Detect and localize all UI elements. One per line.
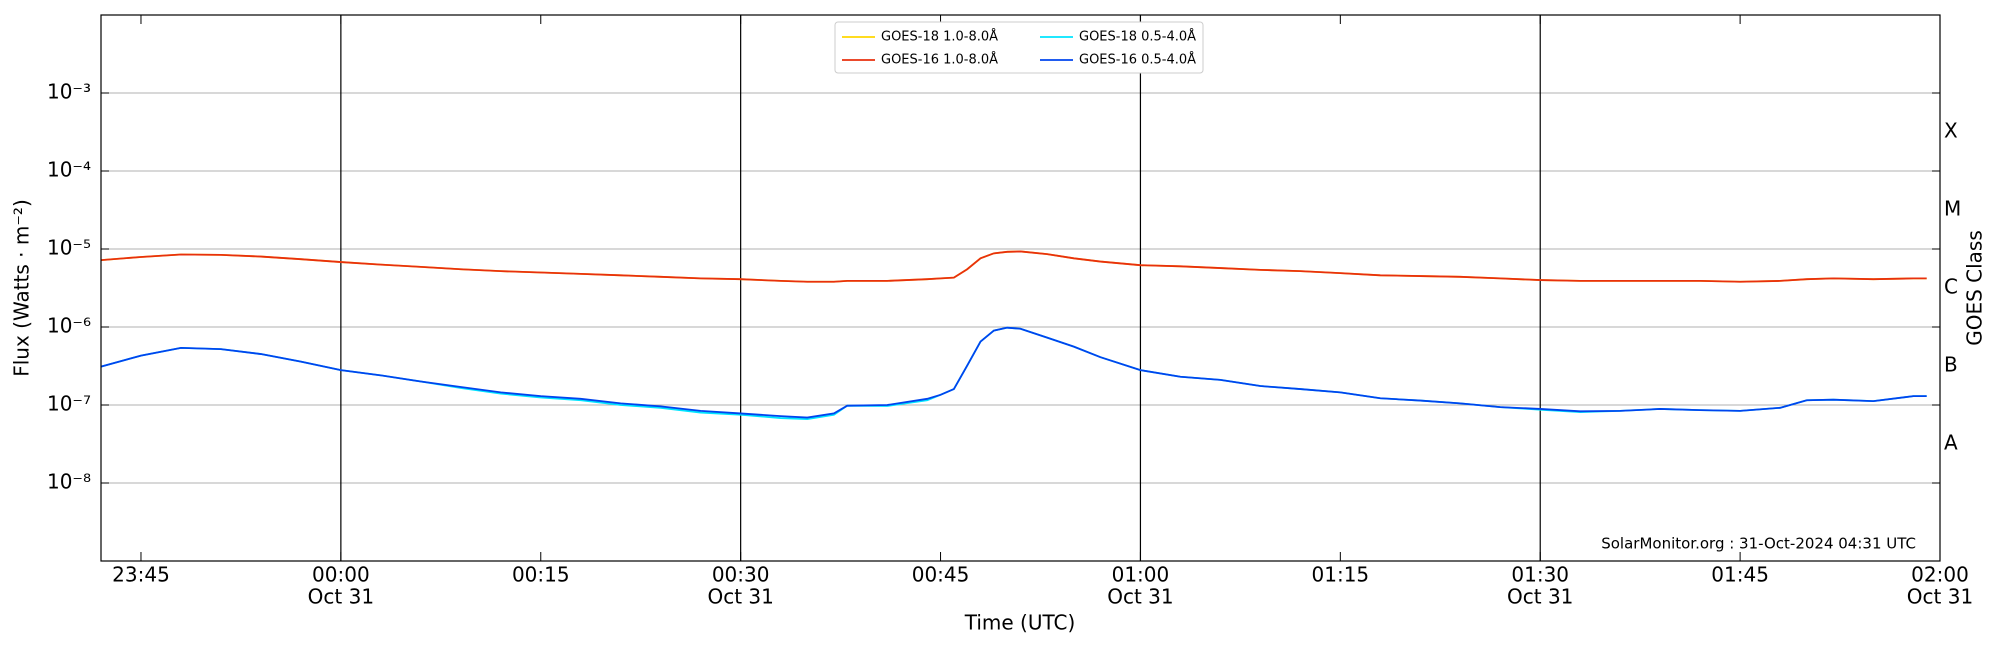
x-tick-label: 01:45 — [1711, 563, 1769, 587]
x-tick-date: Oct 31 — [707, 585, 773, 609]
y-tick-label: 10⁻⁸ — [47, 470, 91, 494]
legend-label: GOES-16 1.0-8.0Å — [881, 52, 998, 68]
y-tick-label: 10⁻⁴ — [47, 158, 91, 182]
x-tick-date: Oct 31 — [1107, 585, 1173, 609]
y2-tick-label: X — [1944, 119, 1958, 143]
x-tick-label: 01:15 — [1312, 563, 1370, 587]
y-tick-label: 10⁻⁷ — [47, 392, 91, 416]
x-tick-label: 00:15 — [512, 563, 570, 587]
legend: GOES-18 1.0-8.0Å GOES-16 1.0-8.0Å GOES-18 … — [834, 21, 1204, 74]
legend-label: GOES-18 0.5-4.0Å — [1079, 29, 1196, 45]
x-axis-label: Time (UTC) — [964, 611, 1076, 635]
x-tick-label: 02:00 — [1911, 563, 1969, 587]
y-tick-label: 10⁻³ — [47, 80, 91, 104]
legend-label: GOES-16 0.5-4.0Å — [1079, 52, 1196, 68]
x-tick-label: 00:30 — [712, 563, 770, 587]
x-tick-date: Oct 31 — [1507, 585, 1573, 609]
y2-tick-label: A — [1944, 431, 1958, 455]
plot-frame — [100, 14, 1941, 562]
y2-tick-label: B — [1944, 353, 1958, 377]
x-tick-date: Oct 31 — [308, 585, 374, 609]
legend-label: GOES-18 1.0-8.0Å — [881, 29, 998, 45]
legend-box — [834, 21, 1204, 74]
x-tick-date: Oct 31 — [1907, 585, 1973, 609]
x-tick-label: 01:30 — [1511, 563, 1569, 587]
x-tick-label: 23:45 — [112, 563, 170, 587]
x-tick-label: 00:45 — [912, 563, 970, 587]
series-line — [100, 326, 1927, 419]
y2-tick-label: C — [1944, 275, 1958, 299]
y-tick-label: 10⁻⁶ — [47, 314, 91, 338]
series-line — [100, 250, 1927, 283]
y-tick-label: 10⁻⁵ — [47, 236, 91, 260]
y2-axis-label: GOES Class — [1963, 230, 1987, 346]
annotation: SolarMonitor.org : 31-Oct-2024 04:31 UTC — [1601, 535, 1916, 553]
y-axis-label: Flux (Watts · m⁻²) — [10, 199, 34, 377]
x-tick-label: 01:00 — [1112, 563, 1170, 587]
x-tick-label: 00:00 — [312, 563, 370, 587]
y2-tick-label: M — [1944, 197, 1961, 221]
